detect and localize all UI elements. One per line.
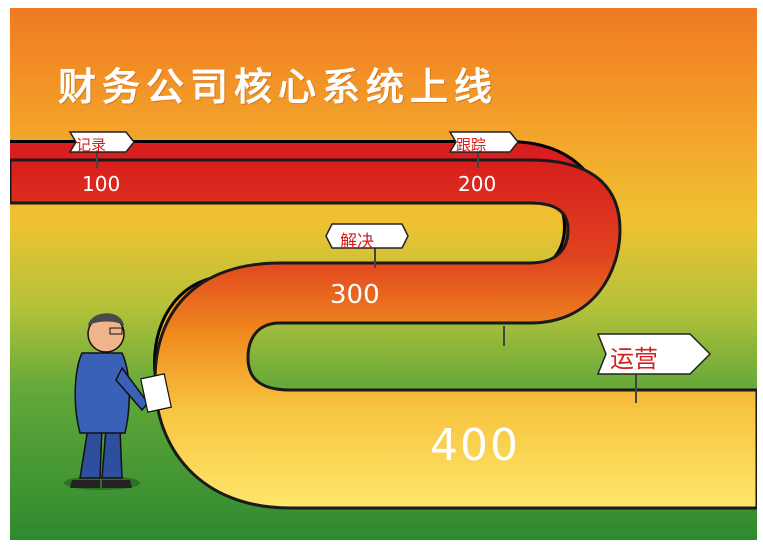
sign-record-label: 记录: [76, 136, 107, 154]
road-body: [10, 158, 757, 510]
sign-post-record: [68, 131, 135, 168]
sign-track-label: 跟踪: [456, 136, 487, 154]
milestone-400: 400: [430, 420, 520, 471]
businessman-illustration: [64, 313, 172, 490]
sign-post-track: [448, 131, 519, 168]
sign-post-operate: [503, 326, 712, 403]
poster: 财务公司核心系统上线 记录 跟踪 解决 运营 100 200 300 400: [10, 8, 757, 540]
milestone-300: 300: [330, 280, 380, 310]
sign-post-solve: [325, 223, 409, 268]
sign-operate-label: 运营: [610, 345, 658, 373]
road-illustration: [10, 131, 757, 510]
milestone-100: 100: [82, 172, 121, 196]
poster-title: 财务公司核心系统上线: [58, 65, 499, 109]
milestone-200: 200: [458, 172, 497, 196]
sign-solve-label: 解决: [340, 232, 374, 252]
